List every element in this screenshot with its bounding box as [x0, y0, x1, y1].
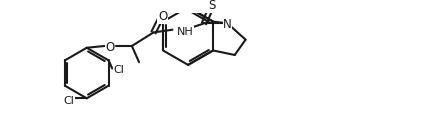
Text: O: O [106, 41, 115, 54]
Text: N: N [223, 18, 232, 31]
Text: S: S [208, 0, 216, 12]
Text: Cl: Cl [63, 96, 74, 106]
Text: O: O [158, 10, 167, 23]
Text: Cl: Cl [113, 65, 124, 75]
Text: NH: NH [177, 27, 194, 37]
